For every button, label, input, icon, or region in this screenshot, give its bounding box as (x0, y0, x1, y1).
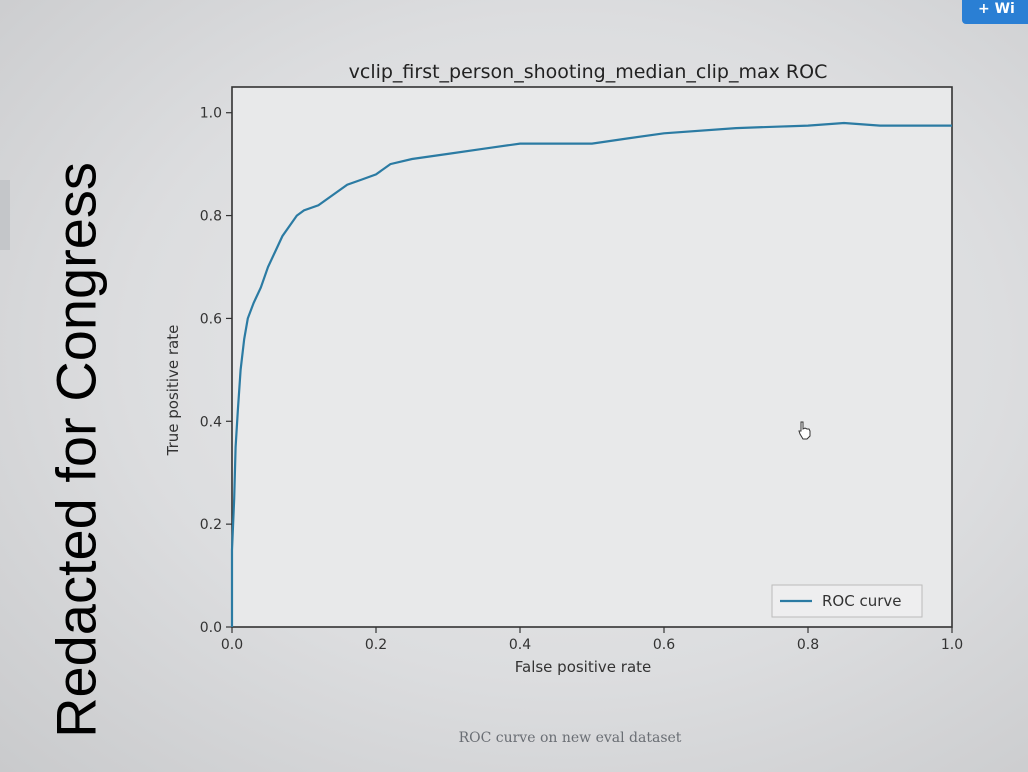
roc-curve-line (230, 121, 952, 627)
x-axis-label: False positive rate (515, 658, 652, 676)
plot-frame (231, 86, 953, 628)
redaction-overlay-text: Redacted for Congress (44, 162, 108, 738)
roc-chart: vclip_first_person_shooting_median_clip_… (164, 61, 963, 676)
figure-caption: ROC curve on new eval dataset (458, 730, 682, 746)
legend-entry: ROC curve (822, 592, 902, 610)
x-tick-label: 0.6 (653, 637, 675, 653)
y-tick-label: 0.6 (200, 311, 222, 327)
screen-area: vclip_first_person_shooting_median_clip_… (0, 30, 1028, 772)
x-tick-label: 0.2 (365, 637, 387, 653)
top-right-button[interactable]: + Wi (962, 0, 1028, 24)
chart-title: vclip_first_person_shooting_median_clip_… (349, 61, 828, 83)
legend: ROC curve (771, 584, 923, 618)
left-window-edge (0, 180, 10, 250)
y-tick-label: 1.0 (200, 106, 222, 122)
x-tick-label: 1.0 (941, 637, 963, 653)
y-axis-label: True positive rate (164, 325, 182, 457)
y-tick-label: 0.2 (200, 517, 222, 533)
x-tick-label: 0.4 (509, 637, 531, 653)
x-tick-label: 0.8 (797, 637, 819, 653)
y-tick-label: 0.8 (200, 209, 222, 225)
hand-cursor-icon (798, 421, 811, 440)
x-axis-ticks: 0.0 0.2 0.4 0.6 0.8 1.0 (221, 627, 963, 653)
y-tick-label: 0.4 (200, 414, 222, 430)
y-tick-label: 0.0 (200, 620, 222, 636)
x-tick-label: 0.0 (221, 637, 243, 653)
y-axis-ticks: 0.0 0.2 0.4 0.6 0.8 1.0 (200, 106, 232, 636)
